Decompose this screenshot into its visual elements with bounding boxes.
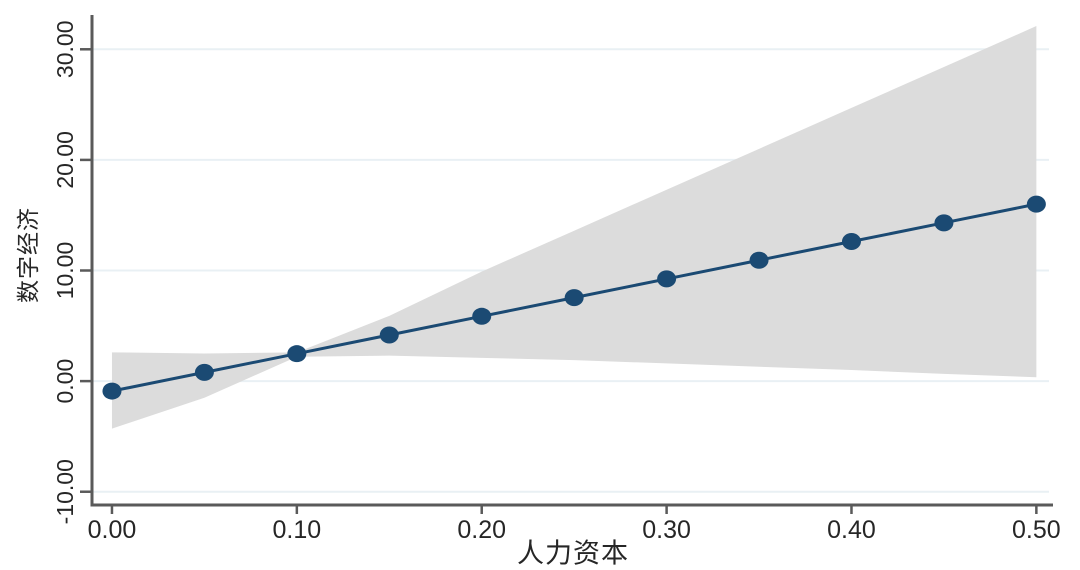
data-point-2 (287, 345, 307, 363)
data-point-4 (472, 307, 492, 325)
x-tick-label: 0.10 (273, 516, 322, 544)
y-tick-label: 20.00 (52, 131, 78, 189)
data-point-10 (1026, 195, 1046, 213)
x-tick-label: 0.20 (457, 516, 506, 544)
ci-band (111, 26, 1037, 429)
data-point-8 (841, 233, 861, 251)
x-tick-label: 0.50 (1012, 516, 1061, 544)
data-point-3 (379, 326, 399, 344)
data-point-6 (657, 270, 677, 288)
x-tick-label: 0.40 (827, 516, 876, 544)
y-tick-label: 10.00 (52, 242, 78, 300)
x-tick-label: 0.00 (88, 516, 137, 544)
y-axis-title: 数字经济 (15, 207, 41, 303)
x-tick-label: 0.30 (642, 516, 691, 544)
data-point-9 (934, 214, 954, 232)
data-point-7 (749, 251, 769, 269)
y-tick-label: 30.00 (52, 21, 78, 79)
data-point-1 (194, 363, 214, 381)
y-tick-label: -10.00 (52, 459, 78, 524)
y-tick-label: 0.00 (52, 359, 78, 404)
data-point-5 (564, 289, 584, 307)
data-point-0 (102, 382, 122, 400)
x-axis-title: 人力资本 (517, 538, 629, 569)
